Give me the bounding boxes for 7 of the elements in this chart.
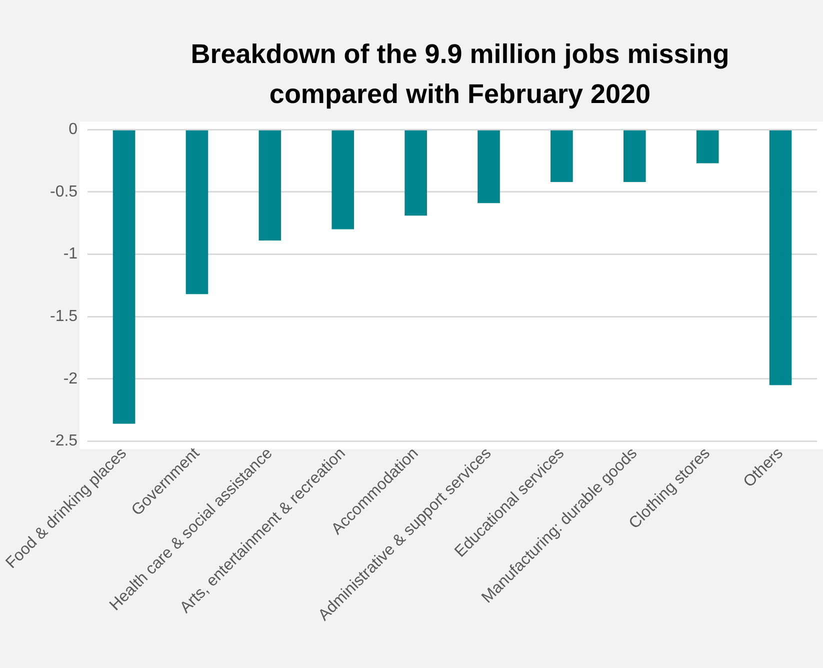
y-tick-label: -2	[63, 370, 78, 388]
y-tick-label: -1.5	[50, 308, 78, 325]
chart-title: Breakdown of the 9.9 million jobs missing compared with February 2020	[190, 38, 730, 111]
y-tick-label: -0.5	[50, 183, 78, 200]
y-tick-label: -1	[63, 246, 78, 263]
y-tick-label: 0	[68, 121, 78, 138]
y-tick-label: -2.5	[50, 432, 78, 450]
